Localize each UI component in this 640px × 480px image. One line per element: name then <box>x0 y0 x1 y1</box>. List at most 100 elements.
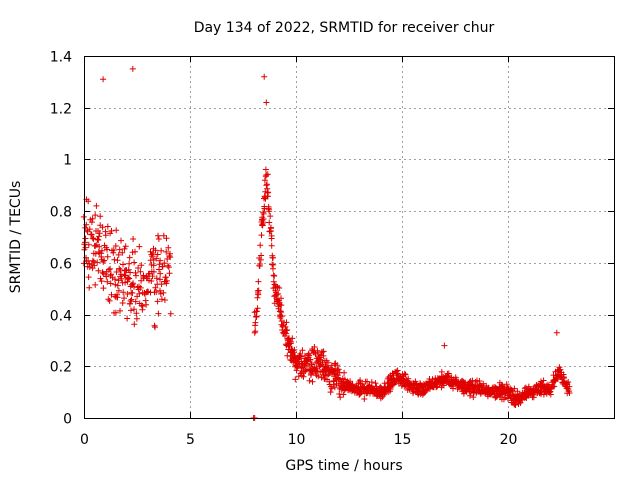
data-point <box>125 266 132 273</box>
data-point <box>154 251 161 258</box>
data-point <box>136 243 143 250</box>
y-tick-label: 0.8 <box>50 205 72 221</box>
grid-lines <box>84 56 614 418</box>
data-point <box>476 378 483 384</box>
data-point <box>306 377 313 384</box>
data-point <box>131 321 138 328</box>
data-point <box>163 235 170 242</box>
data-point <box>139 303 146 310</box>
data-point <box>116 265 123 272</box>
data-point <box>167 254 174 261</box>
data-point <box>143 301 150 308</box>
data-point <box>157 290 164 297</box>
x-tick-label: 20 <box>500 432 518 448</box>
data-point <box>278 295 284 302</box>
data-point <box>113 227 120 234</box>
data-point <box>268 235 275 242</box>
data-point <box>566 390 573 396</box>
data-point <box>104 223 111 230</box>
data-point <box>283 319 290 326</box>
data-point <box>315 373 322 380</box>
data-point <box>255 287 262 294</box>
data-point <box>92 212 99 219</box>
data-point <box>299 347 306 354</box>
data-point <box>153 275 160 282</box>
data-point <box>107 265 114 272</box>
data-point <box>517 399 524 406</box>
data-point <box>161 297 168 303</box>
data-point <box>252 328 259 335</box>
data-point <box>158 296 165 303</box>
data-point <box>337 394 344 401</box>
data-point <box>540 377 547 384</box>
plot-frame <box>84 56 615 419</box>
data-point <box>118 237 124 244</box>
data-point <box>467 392 473 399</box>
data-point <box>96 230 103 237</box>
data-point <box>80 213 87 220</box>
data-point <box>99 247 105 254</box>
data-point <box>120 289 127 296</box>
data-point <box>89 235 96 242</box>
data-point <box>260 219 267 226</box>
data-point <box>96 243 103 250</box>
data-point <box>538 378 544 385</box>
data-point <box>132 248 138 255</box>
y-tick-label: 0 <box>63 412 72 428</box>
data-point <box>150 262 157 269</box>
data-point <box>124 276 131 283</box>
data-point <box>551 383 558 390</box>
data-point <box>401 370 408 377</box>
data-point <box>131 259 138 266</box>
data-point <box>86 284 93 291</box>
data-point <box>113 269 120 275</box>
data-point <box>156 266 162 273</box>
data-point <box>553 329 560 336</box>
data-point <box>119 300 126 306</box>
data-point <box>166 270 173 277</box>
data-point <box>270 254 276 261</box>
y-axis-label: SRMTID / TECUs <box>8 181 24 294</box>
data-point <box>114 257 121 264</box>
data-point <box>147 248 154 255</box>
data-point <box>122 243 129 250</box>
y-tick-label: 1 <box>63 153 72 169</box>
data-point <box>282 323 289 330</box>
data-point <box>121 245 128 252</box>
data-point <box>112 276 118 283</box>
data-point <box>157 270 164 277</box>
data-point <box>160 289 167 296</box>
data-point <box>300 373 307 380</box>
x-tick-label: 15 <box>394 432 412 448</box>
data-point <box>412 378 419 385</box>
data-point <box>292 376 299 383</box>
data-point <box>102 232 109 239</box>
data-point <box>95 237 102 243</box>
y-tick-label: 0.4 <box>50 309 72 325</box>
data-point <box>126 275 133 282</box>
data-point <box>340 391 347 398</box>
data-point <box>119 249 126 256</box>
data-point <box>262 166 269 173</box>
data-point <box>162 274 169 281</box>
data-point <box>260 209 267 216</box>
data-point <box>152 284 159 291</box>
data-point <box>131 306 137 313</box>
data-point <box>128 296 135 303</box>
data-point <box>266 228 273 235</box>
data-point <box>137 268 144 275</box>
data-point <box>405 375 412 382</box>
data-point <box>271 273 278 279</box>
data-point <box>263 172 270 178</box>
data-point <box>327 389 334 396</box>
data-point <box>99 224 106 231</box>
data-point <box>165 264 172 271</box>
data-point <box>266 219 273 226</box>
data-point <box>116 246 123 253</box>
data-point <box>268 228 274 234</box>
data-point <box>130 280 137 287</box>
data-point <box>104 278 111 285</box>
data-point <box>155 232 161 239</box>
data-point <box>270 272 277 279</box>
data-point <box>157 257 164 264</box>
